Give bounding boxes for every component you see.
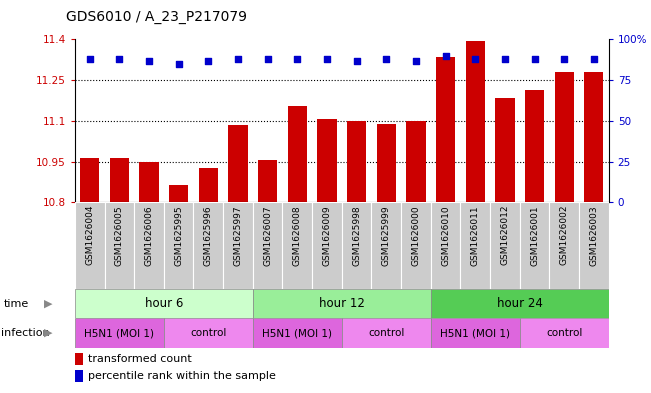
Bar <box>372 202 401 289</box>
Bar <box>377 123 396 202</box>
Text: H5N1 (MOI 1): H5N1 (MOI 1) <box>440 328 510 338</box>
Point <box>500 56 510 62</box>
Bar <box>584 72 603 202</box>
Point <box>114 56 124 62</box>
Bar <box>105 202 134 289</box>
Point <box>233 56 243 62</box>
Point <box>173 61 184 67</box>
Bar <box>549 202 579 289</box>
Point <box>440 52 450 59</box>
Bar <box>465 40 485 202</box>
Bar <box>342 318 431 348</box>
Bar <box>253 289 431 318</box>
Text: H5N1 (MOI 1): H5N1 (MOI 1) <box>262 328 332 338</box>
Bar <box>317 119 337 202</box>
Point <box>203 57 214 64</box>
Point <box>559 56 570 62</box>
Text: GSM1626010: GSM1626010 <box>441 205 450 266</box>
Bar <box>460 202 490 289</box>
Point <box>144 57 154 64</box>
Bar <box>342 202 372 289</box>
Text: H5N1 (MOI 1): H5N1 (MOI 1) <box>85 328 154 338</box>
Bar <box>75 202 105 289</box>
Bar <box>401 202 431 289</box>
Text: GSM1626005: GSM1626005 <box>115 205 124 266</box>
Bar <box>164 318 253 348</box>
Bar <box>253 202 283 289</box>
Bar <box>193 202 223 289</box>
Point <box>322 56 332 62</box>
Text: GSM1626008: GSM1626008 <box>293 205 302 266</box>
Bar <box>347 121 367 202</box>
Text: control: control <box>368 328 404 338</box>
Bar <box>431 289 609 318</box>
Bar <box>164 202 193 289</box>
Bar <box>312 202 342 289</box>
Point <box>352 57 362 64</box>
Text: control: control <box>190 328 227 338</box>
Text: GSM1626000: GSM1626000 <box>411 205 421 266</box>
Bar <box>495 98 514 202</box>
Bar <box>555 72 574 202</box>
Text: ▶: ▶ <box>44 328 53 338</box>
Bar <box>525 90 544 202</box>
Bar <box>199 169 218 202</box>
Text: control: control <box>546 328 583 338</box>
Text: percentile rank within the sample: percentile rank within the sample <box>88 371 275 381</box>
Text: GSM1626003: GSM1626003 <box>589 205 598 266</box>
Text: GSM1625998: GSM1625998 <box>352 205 361 266</box>
Point <box>529 56 540 62</box>
Bar <box>288 106 307 202</box>
Text: GSM1626001: GSM1626001 <box>530 205 539 266</box>
Bar <box>519 318 609 348</box>
Bar <box>75 318 164 348</box>
Text: GSM1626011: GSM1626011 <box>471 205 480 266</box>
Bar <box>139 162 159 202</box>
Point <box>262 56 273 62</box>
Text: infection: infection <box>1 328 49 338</box>
Text: GSM1625995: GSM1625995 <box>174 205 183 266</box>
Bar <box>258 160 277 202</box>
Bar <box>223 202 253 289</box>
Bar <box>431 318 519 348</box>
Bar <box>134 202 164 289</box>
Text: transformed count: transformed count <box>88 354 191 364</box>
Bar <box>579 202 609 289</box>
Text: GSM1626007: GSM1626007 <box>263 205 272 266</box>
Text: GSM1625996: GSM1625996 <box>204 205 213 266</box>
Bar <box>110 158 129 202</box>
Point <box>292 56 303 62</box>
Point <box>381 56 391 62</box>
Text: GSM1625999: GSM1625999 <box>381 205 391 266</box>
Bar <box>80 158 100 202</box>
Point <box>85 56 95 62</box>
Text: hour 12: hour 12 <box>319 297 365 310</box>
Bar <box>253 318 342 348</box>
Bar <box>283 202 312 289</box>
Bar <box>406 121 426 202</box>
Text: hour 24: hour 24 <box>497 297 543 310</box>
Point <box>411 57 421 64</box>
Text: GSM1626009: GSM1626009 <box>322 205 331 266</box>
Point <box>470 56 480 62</box>
Text: hour 6: hour 6 <box>145 297 183 310</box>
Text: ▶: ▶ <box>44 299 53 309</box>
Text: GSM1626006: GSM1626006 <box>145 205 154 266</box>
Bar <box>436 57 455 202</box>
Bar <box>519 202 549 289</box>
Bar <box>229 125 247 202</box>
Text: time: time <box>3 299 29 309</box>
Bar <box>431 202 460 289</box>
Text: GSM1625997: GSM1625997 <box>234 205 242 266</box>
Bar <box>75 370 83 382</box>
Bar <box>75 289 253 318</box>
Text: GSM1626012: GSM1626012 <box>501 205 509 266</box>
Text: GDS6010 / A_23_P217079: GDS6010 / A_23_P217079 <box>66 10 247 24</box>
Bar <box>75 353 83 365</box>
Bar <box>490 202 519 289</box>
Bar <box>169 185 188 202</box>
Point <box>589 56 599 62</box>
Text: GSM1626004: GSM1626004 <box>85 205 94 266</box>
Text: GSM1626002: GSM1626002 <box>560 205 569 266</box>
